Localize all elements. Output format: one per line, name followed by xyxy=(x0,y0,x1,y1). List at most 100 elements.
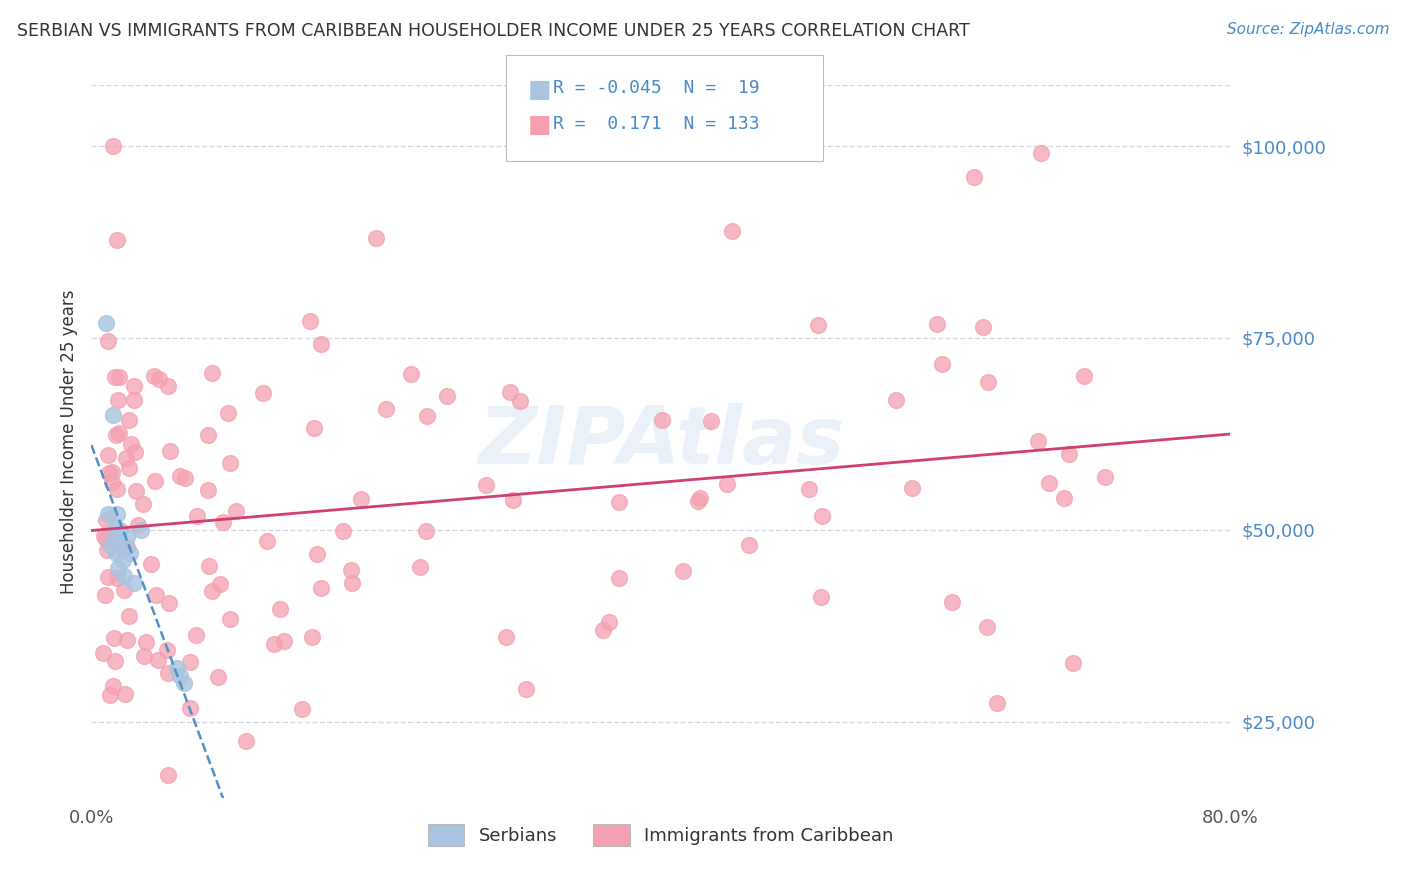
Point xyxy=(157,596,180,610)
Point xyxy=(124,392,146,407)
Point xyxy=(97,334,120,349)
Point xyxy=(107,392,129,407)
Point xyxy=(179,701,201,715)
Point xyxy=(1028,434,1050,448)
Point xyxy=(263,636,285,650)
Point xyxy=(157,666,180,681)
Point xyxy=(108,523,131,537)
Point xyxy=(721,223,744,237)
Point xyxy=(219,456,242,470)
Point xyxy=(112,569,135,583)
Point xyxy=(91,646,114,660)
Point xyxy=(252,386,274,401)
Point xyxy=(941,595,963,609)
Point xyxy=(311,337,333,351)
Point xyxy=(925,317,948,331)
Point xyxy=(122,378,145,392)
Point xyxy=(111,553,134,567)
Point xyxy=(148,372,170,386)
Point xyxy=(141,558,163,572)
Point xyxy=(409,560,432,574)
Point xyxy=(207,670,229,684)
Point xyxy=(201,583,224,598)
Point xyxy=(118,546,141,560)
Point xyxy=(94,588,117,602)
Point xyxy=(340,576,363,591)
Text: SERBIAN VS IMMIGRANTS FROM CARIBBEAN HOUSEHOLDER INCOME UNDER 25 YEARS CORRELATI: SERBIAN VS IMMIGRANTS FROM CARIBBEAN HOU… xyxy=(17,22,970,40)
Point xyxy=(110,538,132,552)
Point xyxy=(118,413,141,427)
Point xyxy=(689,491,711,505)
Point xyxy=(94,513,117,527)
Point xyxy=(117,460,139,475)
Point xyxy=(976,376,998,390)
Point xyxy=(963,169,986,184)
Point xyxy=(115,450,138,465)
Text: R =  0.171  N = 133: R = 0.171 N = 133 xyxy=(553,115,759,133)
Point xyxy=(1073,368,1095,383)
Point xyxy=(305,547,328,561)
Point xyxy=(986,697,1008,711)
Point xyxy=(1053,491,1076,505)
Point xyxy=(117,633,139,648)
Point xyxy=(135,635,157,649)
Point xyxy=(97,569,120,583)
Point xyxy=(217,406,239,420)
Point xyxy=(1029,146,1052,161)
Point xyxy=(269,602,291,616)
Point xyxy=(104,370,127,384)
Point xyxy=(364,231,387,245)
Point xyxy=(97,508,120,522)
Point xyxy=(104,546,127,560)
Point xyxy=(884,392,907,407)
Point xyxy=(169,468,191,483)
Point xyxy=(502,493,524,508)
Point xyxy=(256,534,278,549)
Point xyxy=(94,316,117,330)
Point xyxy=(107,426,129,441)
Point xyxy=(112,582,135,597)
Point xyxy=(173,676,195,690)
Point xyxy=(607,570,630,584)
Point xyxy=(132,497,155,511)
Point xyxy=(169,668,191,682)
Point xyxy=(811,508,834,523)
Point xyxy=(105,483,128,497)
Point xyxy=(416,409,439,424)
Point xyxy=(107,370,129,384)
Point xyxy=(598,615,620,629)
Point xyxy=(105,428,128,442)
Y-axis label: Householder Income Under 25 years: Householder Income Under 25 years xyxy=(59,289,77,594)
Point xyxy=(700,414,723,428)
Point xyxy=(672,564,695,578)
Point xyxy=(197,483,219,497)
Point xyxy=(301,631,323,645)
Point xyxy=(332,524,354,538)
Point xyxy=(1062,657,1084,671)
Point xyxy=(124,445,146,459)
Point xyxy=(156,379,179,393)
Text: R = -0.045  N =  19: R = -0.045 N = 19 xyxy=(553,79,759,97)
Point xyxy=(98,689,121,703)
Point xyxy=(101,408,124,422)
Point xyxy=(309,581,332,595)
Point xyxy=(125,483,148,498)
Point xyxy=(686,494,709,508)
Point xyxy=(607,494,630,508)
Point xyxy=(298,314,321,328)
Point xyxy=(117,541,139,555)
Point xyxy=(105,233,128,247)
Point xyxy=(100,475,122,490)
Point xyxy=(97,448,120,462)
Point xyxy=(374,402,396,417)
Point xyxy=(807,318,830,333)
Point xyxy=(98,466,121,480)
Point xyxy=(592,623,614,637)
Point xyxy=(235,733,257,747)
Point xyxy=(145,589,167,603)
Point xyxy=(810,590,832,604)
Point xyxy=(1038,475,1060,490)
Point xyxy=(93,528,115,542)
Point xyxy=(101,466,124,480)
Point xyxy=(103,523,125,537)
